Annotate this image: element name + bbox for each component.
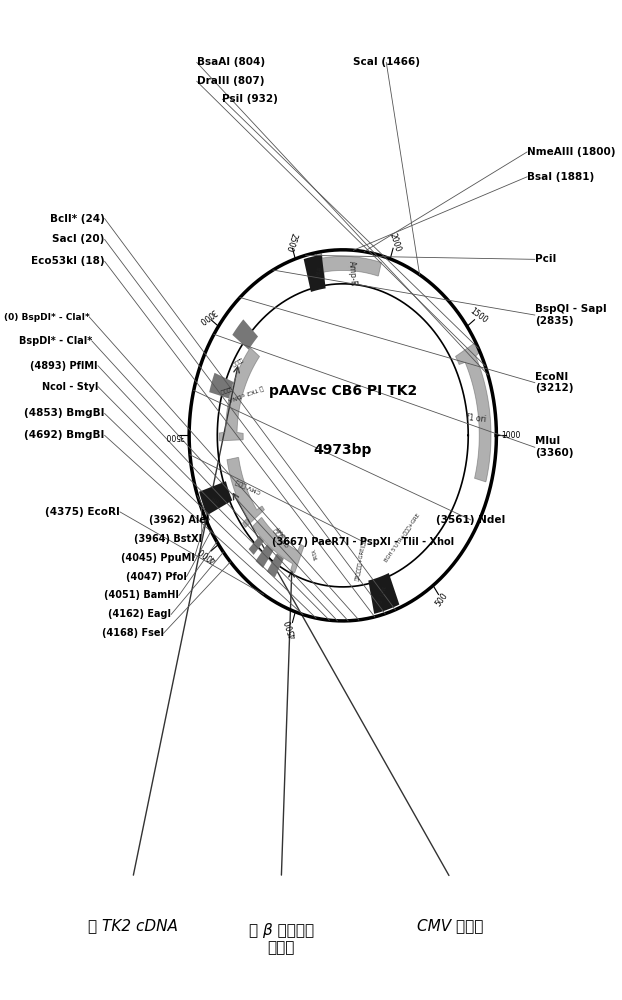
Text: 3500: 3500 (165, 431, 185, 440)
Text: (4853) BmgBI: (4853) BmgBI (24, 408, 104, 418)
Text: 人 TK2 cDNA: 人 TK2 cDNA (88, 918, 178, 933)
Polygon shape (199, 481, 232, 515)
Text: 1500: 1500 (468, 307, 489, 325)
Text: BsaI (1881): BsaI (1881) (527, 172, 595, 182)
Text: (4162) EagI: (4162) EagI (108, 609, 171, 619)
Polygon shape (316, 251, 381, 280)
Text: 3' ITR: 3' ITR (378, 586, 388, 604)
Text: NcoI - StyI: NcoI - StyI (42, 382, 98, 392)
Text: 鸡 β 肌动蛋白
启动子: 鸡 β 肌动蛋白 启动子 (249, 923, 314, 955)
Text: ITR: ITR (313, 266, 320, 277)
Polygon shape (227, 458, 264, 527)
Text: (3561) NdeI: (3561) NdeI (436, 515, 506, 525)
Text: SacI (20): SacI (20) (52, 234, 104, 244)
Text: (4893) PflMI: (4893) PflMI (30, 361, 98, 371)
Text: CMV 增强子: CMV 增强子 (417, 918, 483, 933)
Text: (4047) PfoI: (4047) PfoI (126, 572, 187, 582)
Text: (0) BspDI* - ClaI*: (0) BspDI* - ClaI* (4, 313, 90, 322)
Text: 2000: 2000 (388, 232, 402, 253)
Polygon shape (253, 518, 304, 573)
Text: Amp-R: Amp-R (346, 261, 358, 287)
Text: BclI* (24): BclI* (24) (50, 214, 104, 224)
Text: CB 启动子: CB 启动子 (273, 526, 290, 547)
Polygon shape (249, 536, 264, 555)
Text: (3964) BstXI: (3964) BstXI (134, 534, 202, 544)
Text: BGH 5'UTR+多接头+GRE: BGH 5'UTR+多接头+GRE (383, 513, 420, 563)
Text: CAAT: CAAT (276, 524, 287, 537)
Text: (4051) BamHI: (4051) BamHI (104, 590, 179, 600)
Text: (3667) PaeR7I - PspXI - TliI - XhoI: (3667) PaeR7I - PspXI - TliI - XhoI (272, 537, 454, 547)
Text: 1000: 1000 (501, 431, 521, 440)
Text: 反向重复: 反向重复 (230, 356, 243, 366)
Text: 鸡β肌动蛋白+GRE(嵌合): 鸡β肌动蛋白+GRE(嵌合) (355, 536, 367, 581)
Text: 4000: 4000 (197, 545, 218, 564)
Text: 正向重复: 正向重复 (219, 385, 233, 394)
Polygon shape (368, 573, 399, 614)
Text: (4168) FseI: (4168) FseI (101, 628, 164, 638)
Text: 500: 500 (434, 591, 450, 608)
Polygon shape (220, 348, 259, 441)
Polygon shape (456, 342, 491, 482)
Polygon shape (256, 544, 274, 568)
Text: PsiI (932): PsiI (932) (223, 94, 278, 104)
Text: DraIII (807): DraIII (807) (197, 76, 264, 86)
Text: BspQI - SapI
(2835): BspQI - SapI (2835) (535, 304, 606, 326)
Text: f1 ori: f1 ori (466, 413, 486, 424)
Text: Eco53kI (18): Eco53kI (18) (31, 256, 104, 266)
Text: ScaI (1466): ScaI (1466) (353, 57, 420, 67)
Text: ITR: ITR (210, 494, 220, 502)
Text: 4500: 4500 (284, 618, 298, 639)
Text: 4973bp: 4973bp (313, 443, 372, 457)
Polygon shape (233, 319, 258, 350)
Text: BsaAI (804): BsaAI (804) (197, 57, 265, 67)
Text: NmeAIII (1800): NmeAIII (1800) (527, 147, 616, 157)
Text: (3962) AleI: (3962) AleI (149, 515, 210, 525)
Text: 3000: 3000 (197, 307, 218, 325)
Text: TATA: TATA (312, 549, 320, 561)
Text: pAAVsc CB6 PI TK2: pAAVsc CB6 PI TK2 (269, 384, 417, 398)
Text: (4045) PpuMI: (4045) PpuMI (121, 553, 194, 563)
Polygon shape (267, 553, 284, 577)
Text: PciI: PciI (535, 254, 556, 264)
Text: 2500: 2500 (284, 232, 298, 253)
Text: (4375) EcoRI: (4375) EcoRI (45, 507, 120, 517)
Text: MluI
(3360): MluI (3360) (535, 436, 573, 458)
Text: 人 TK2 cDNA: 人 TK2 cDNA (227, 384, 264, 402)
Text: CMV 增强子: CMV 增强子 (234, 478, 262, 494)
Text: EcoNI
(3212): EcoNI (3212) (535, 372, 573, 393)
Polygon shape (209, 373, 233, 399)
Text: BspDI* - ClaI*: BspDI* - ClaI* (19, 336, 92, 346)
Polygon shape (304, 255, 326, 292)
Text: (4692) BmgBI: (4692) BmgBI (24, 430, 104, 440)
